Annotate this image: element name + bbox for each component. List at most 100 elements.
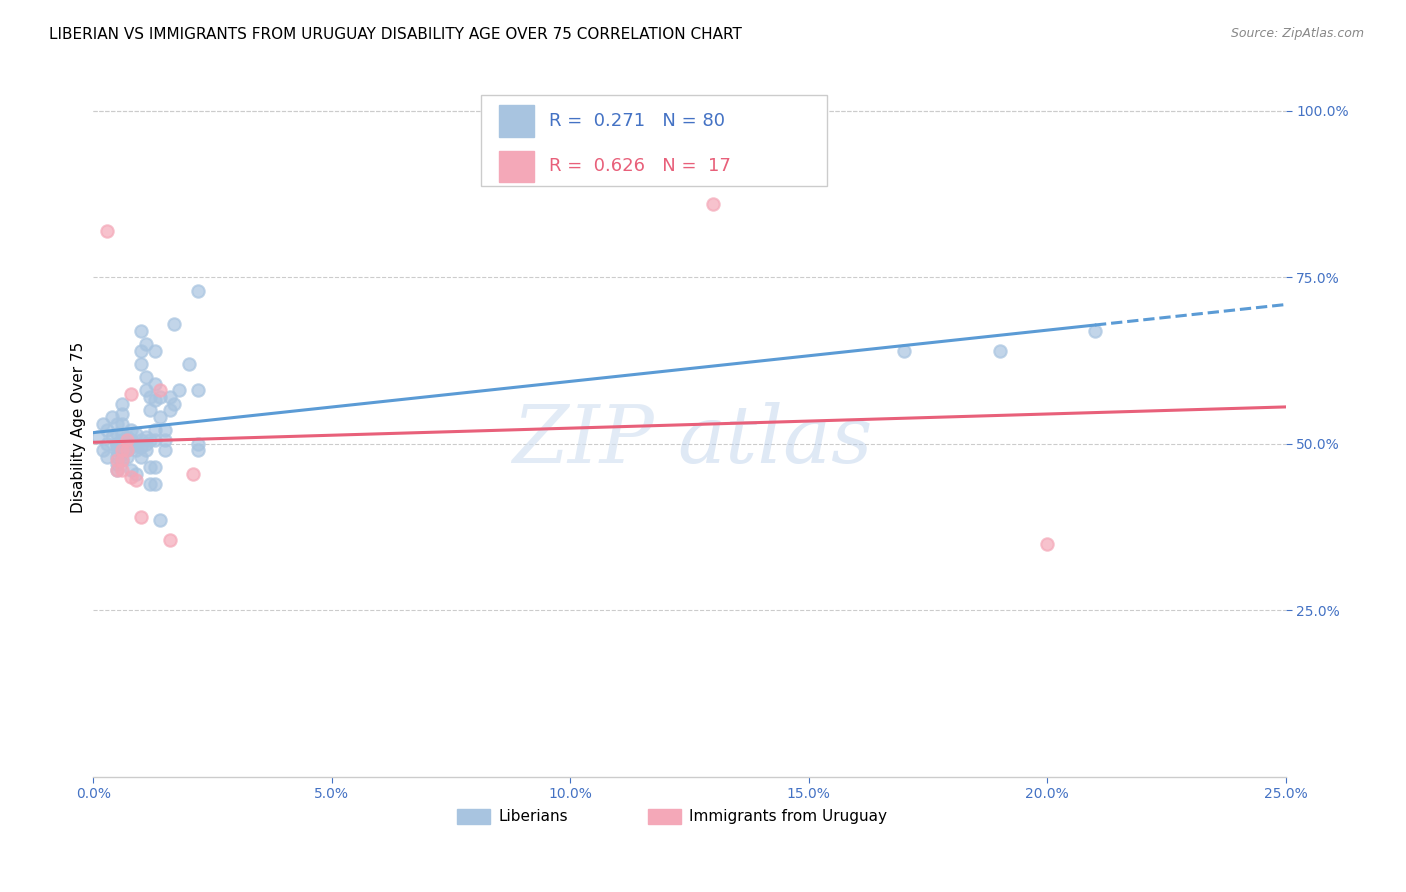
Point [129,324,152,338]
Point [153,434,176,448]
Point [125,467,148,481]
Point [177,357,200,371]
Point [105,436,128,450]
Point [153,424,176,438]
Point [120,386,142,401]
Point [105,457,128,471]
FancyBboxPatch shape [499,105,534,136]
Point [125,426,148,441]
Point [115,436,138,450]
Point [105,440,128,454]
Point [153,443,176,458]
FancyBboxPatch shape [481,95,827,186]
Point [187,436,209,450]
Point [105,426,128,441]
Point [167,384,190,398]
Point [988,343,1011,358]
Point [143,476,166,491]
Point [96,424,118,438]
Text: R =  0.271   N = 80: R = 0.271 N = 80 [548,112,724,130]
Point [111,426,134,441]
Point [129,510,152,524]
Point [120,463,142,477]
Point [125,443,148,458]
Point [129,357,152,371]
Point [183,467,205,481]
Point [111,440,134,454]
Point [149,384,172,398]
FancyBboxPatch shape [457,809,491,824]
Point [135,436,157,450]
Y-axis label: Disability Age Over 75: Disability Age Over 75 [72,342,86,513]
Point [101,410,124,425]
Point [143,393,166,408]
Point [125,436,148,450]
Text: LIBERIAN VS IMMIGRANTS FROM URUGUAY DISABILITY AGE OVER 75 CORRELATION CHART: LIBERIAN VS IMMIGRANTS FROM URUGUAY DISA… [49,27,742,42]
Point [96,450,118,464]
Point [101,430,124,444]
Point [1084,324,1107,338]
Point [120,440,142,454]
Point [120,470,142,484]
Point [149,410,172,425]
Point [149,390,172,404]
Point [163,317,186,331]
Point [143,424,166,438]
FancyBboxPatch shape [499,151,534,182]
Point [135,336,157,351]
Point [893,343,915,358]
Text: atlas: atlas [678,402,873,480]
Point [159,403,181,417]
Point [120,434,142,448]
Point [120,424,142,438]
FancyBboxPatch shape [648,809,681,824]
Point [105,453,128,467]
Point [111,434,134,448]
Point [143,460,166,475]
Point [115,450,138,464]
Point [129,434,152,448]
Point [135,384,157,398]
Point [159,533,181,548]
Point [115,443,138,458]
Point [139,403,162,417]
Point [111,397,134,411]
Point [702,197,724,211]
Point [115,434,138,448]
Text: R =  0.626   N =  17: R = 0.626 N = 17 [548,157,731,175]
Text: ZIP: ZIP [512,402,654,480]
Text: Source: ZipAtlas.com: Source: ZipAtlas.com [1230,27,1364,40]
Point [129,343,152,358]
Point [105,443,128,458]
Point [139,476,162,491]
Point [187,443,209,458]
Point [139,460,162,475]
Point [105,463,128,477]
Point [135,430,157,444]
Point [115,443,138,458]
Point [1036,536,1059,550]
Point [187,284,209,298]
Point [111,447,134,461]
Point [143,434,166,448]
Point [111,453,134,467]
Point [149,513,172,527]
Point [115,430,138,444]
Point [163,397,186,411]
Point [91,443,114,458]
Point [135,370,157,384]
Point [139,390,162,404]
Point [143,376,166,391]
Point [135,443,157,458]
Point [139,434,162,448]
Point [111,463,134,477]
Point [96,224,118,238]
Point [105,436,128,450]
Point [111,407,134,421]
Point [96,436,118,450]
Point [143,343,166,358]
Point [105,417,128,431]
Point [111,453,134,467]
Point [187,384,209,398]
Point [129,450,152,464]
